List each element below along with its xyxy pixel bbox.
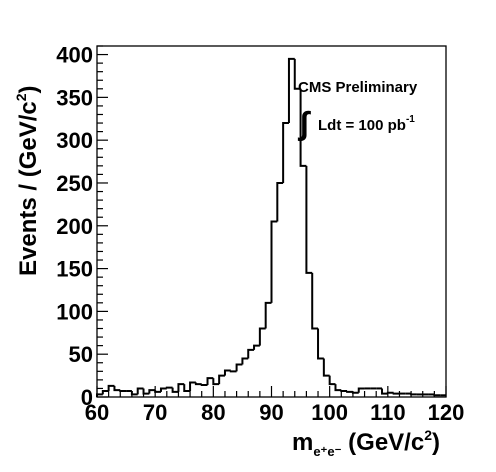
histogram-bin bbox=[206, 377, 214, 386]
y-tick-label: 100 bbox=[56, 299, 93, 324]
luminosity-label: Ldt = 100 pb-1 bbox=[318, 114, 415, 134]
histogram-bin bbox=[317, 328, 324, 360]
histogram-bin bbox=[241, 357, 249, 365]
histogram-bin bbox=[322, 358, 330, 377]
histogram-bin bbox=[340, 390, 348, 393]
experiment-label: CMS Preliminary bbox=[298, 79, 418, 96]
x-tick-label: 110 bbox=[370, 400, 406, 425]
x-tick-label: 100 bbox=[311, 400, 348, 425]
histogram-bin bbox=[287, 57, 295, 124]
histogram-bin bbox=[334, 384, 342, 392]
histogram-bin bbox=[270, 220, 278, 303]
histogram-bin bbox=[183, 384, 191, 393]
histogram-bin bbox=[159, 387, 167, 392]
histogram-bin bbox=[229, 370, 237, 373]
histogram-bin bbox=[392, 392, 400, 395]
histogram-bin bbox=[293, 58, 301, 90]
y-tick-label: 50 bbox=[69, 342, 93, 367]
histogram-bin bbox=[357, 387, 365, 393]
histogram-bin bbox=[305, 165, 313, 274]
y-tick-label: 300 bbox=[56, 128, 93, 153]
histogram-bin bbox=[223, 369, 231, 376]
y-tick-label: 150 bbox=[56, 257, 93, 282]
y-tick-label: 250 bbox=[56, 171, 93, 196]
histogram-bin bbox=[282, 122, 289, 183]
x-tick-label: 60 bbox=[85, 400, 109, 425]
histogram-bin bbox=[247, 348, 255, 359]
x-tick-label: 90 bbox=[259, 400, 283, 425]
histogram-bin bbox=[136, 387, 144, 395]
integral-symbol: ∫ bbox=[297, 105, 311, 142]
y-tick-label: 350 bbox=[56, 85, 93, 110]
histogram-bin bbox=[200, 384, 208, 387]
histogram-bin bbox=[194, 382, 202, 386]
histogram-bin bbox=[212, 378, 220, 386]
y-axis-title: Events / (GeV/c2) bbox=[13, 85, 42, 276]
histogram-bin bbox=[235, 363, 243, 372]
histogram-bin bbox=[276, 181, 284, 222]
histogram-bin bbox=[346, 390, 353, 393]
x-tick-label: 70 bbox=[143, 400, 167, 425]
histogram-bin bbox=[299, 88, 307, 167]
histogram-bin bbox=[171, 387, 179, 393]
histogram-bin bbox=[410, 393, 417, 396]
histogram-bin bbox=[107, 384, 115, 392]
x-tick-label: 80 bbox=[201, 400, 225, 425]
histogram-bin bbox=[218, 374, 225, 385]
histogram-bin bbox=[311, 272, 319, 330]
y-tick-label: 200 bbox=[56, 214, 93, 239]
histogram-bin bbox=[264, 301, 272, 329]
x-axis-title: me⁺e⁻ (GeV/c2) bbox=[292, 427, 440, 459]
histogram-bin bbox=[113, 385, 121, 392]
y-tick-label: 0 bbox=[81, 385, 93, 410]
histogram-bin bbox=[189, 381, 196, 392]
histogram-bin bbox=[381, 388, 388, 395]
histogram-bin bbox=[258, 327, 266, 346]
histogram-bin bbox=[165, 386, 173, 389]
histogram-bin bbox=[119, 390, 127, 393]
histogram-bin bbox=[328, 375, 336, 386]
histogram-bin bbox=[177, 383, 185, 392]
histogram-bin bbox=[148, 389, 156, 394]
histogram-bin bbox=[101, 390, 109, 395]
y-tick-label: 400 bbox=[56, 43, 93, 68]
tick-labels: 60 70 80 90 100 110 120 0 50 100 150 200 250 300 350 40… bbox=[56, 43, 464, 425]
histogram-series bbox=[96, 57, 446, 397]
axis-ticks bbox=[96, 45, 447, 398]
histogram-bin bbox=[433, 394, 441, 397]
x-tick-label: 120 bbox=[428, 400, 465, 425]
histogram-bin bbox=[253, 344, 260, 350]
